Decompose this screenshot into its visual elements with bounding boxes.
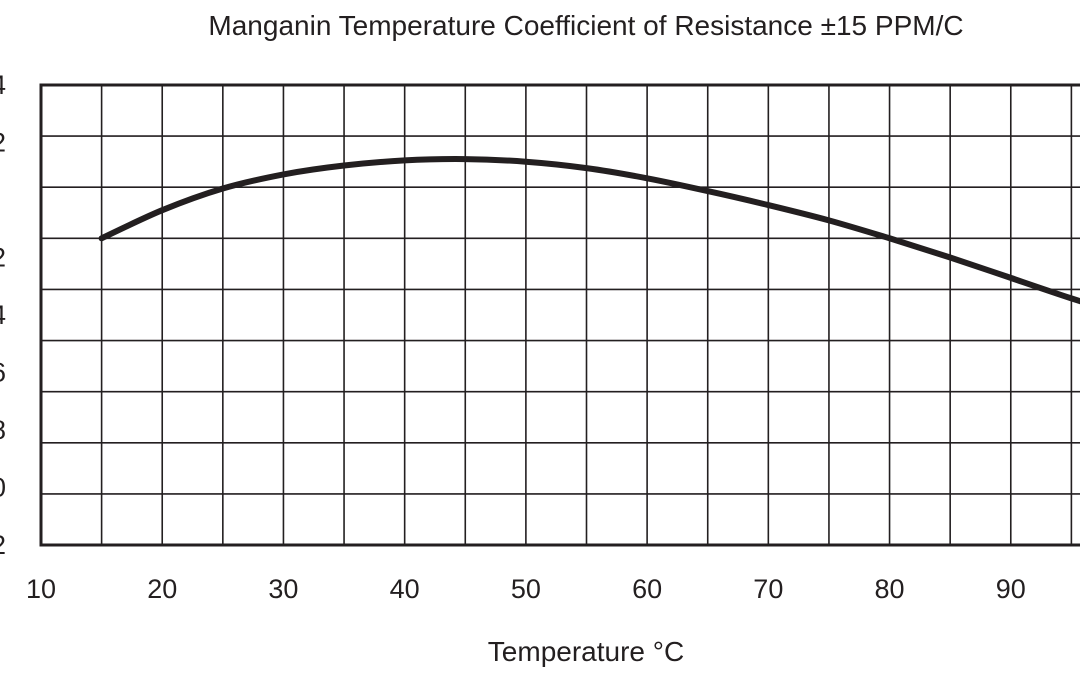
x-tick-label: 20 — [147, 574, 177, 604]
x-tick-label: 60 — [632, 574, 662, 604]
x-tick-label: 30 — [268, 574, 298, 604]
x-tick-label: 10 — [26, 574, 56, 604]
chart-title: Manganin Temperature Coefficient of Resi… — [208, 10, 963, 41]
x-tick-label: 40 — [390, 574, 420, 604]
x-axis-label: Temperature °C — [488, 636, 684, 667]
y-tick-label: 2 — [0, 530, 6, 560]
series-layer — [98, 156, 1080, 305]
x-tick-label: 50 — [511, 574, 541, 604]
y-tick-label: 4 — [0, 70, 6, 100]
y-tick-labels: 4 2 2 4 6 8 0 2 — [0, 70, 6, 560]
y-tick-label: 0 — [0, 473, 6, 503]
grid — [41, 85, 1080, 545]
x-tick-label: 70 — [753, 574, 783, 604]
x-tick-label: 80 — [875, 574, 905, 604]
y-tick-label: 4 — [0, 300, 6, 330]
y-tick-label: 2 — [0, 243, 6, 273]
plot-frame — [39, 83, 1080, 547]
x-tick-label: 90 — [996, 574, 1026, 604]
y-tick-label: 2 — [0, 128, 6, 158]
y-tick-label: 8 — [0, 415, 6, 445]
y-tick-label: 6 — [0, 358, 6, 388]
series-line — [98, 156, 1080, 305]
x-tick-labels: 10 20 30 40 50 60 70 80 90 — [26, 574, 1026, 604]
